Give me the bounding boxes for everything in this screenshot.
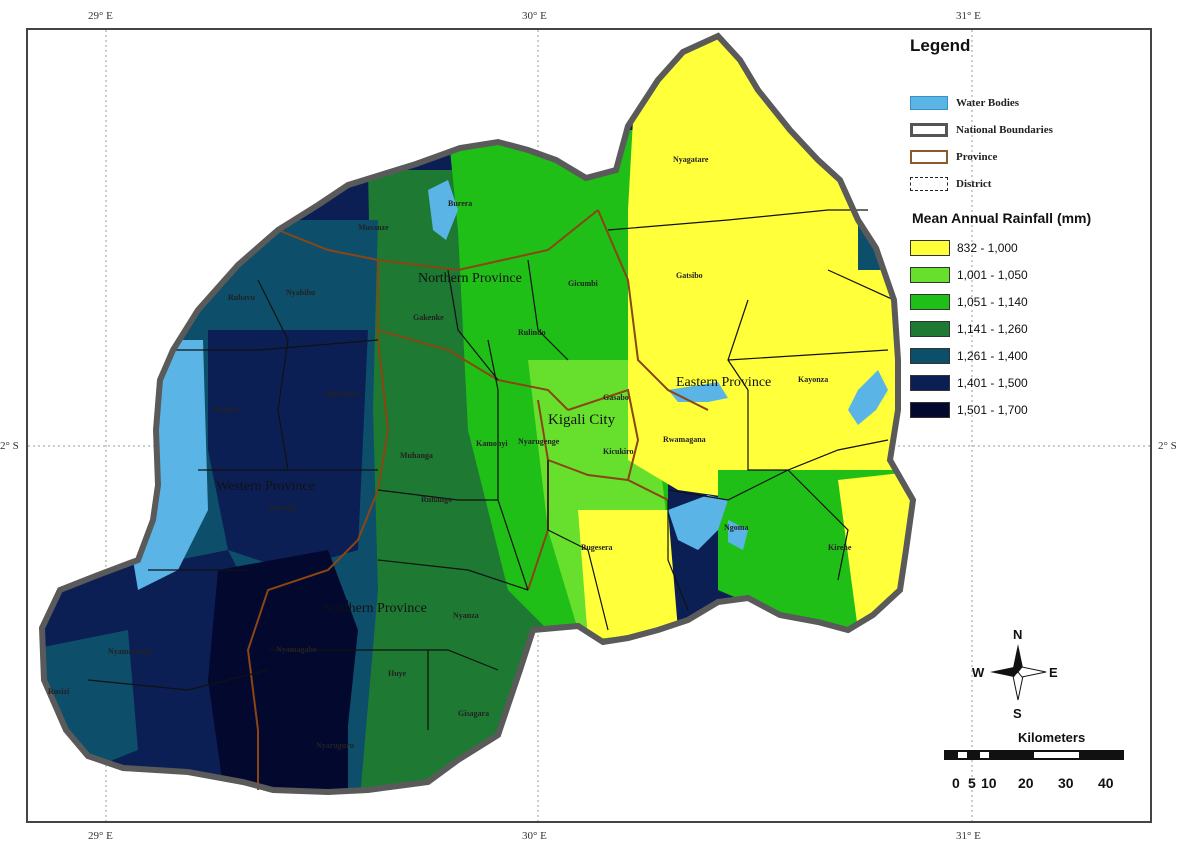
scale-tick-5: 5 bbox=[968, 775, 976, 791]
map-frame: Northern Province Eastern Province Weste… bbox=[26, 28, 1152, 823]
rainfall-class-0: 832 - 1,000 bbox=[910, 238, 1018, 258]
rainfall-class-6: 1,501 - 1,700 bbox=[910, 400, 1028, 420]
coord-right-2s: 2° S bbox=[1158, 440, 1177, 452]
water-bodies bbox=[428, 180, 888, 550]
label-nyarugenge: Nyarugenge bbox=[518, 437, 560, 446]
label-bugesera: Bugesera bbox=[581, 543, 613, 552]
label-rubavu: Rubavu bbox=[228, 293, 256, 302]
rainfall-class-4: 1,261 - 1,400 bbox=[910, 346, 1028, 366]
compass-rose: N S E W bbox=[972, 627, 1058, 721]
rainfall-class-2: 1,051 - 1,140 bbox=[910, 292, 1028, 312]
scale-bar: Kilometers 0 5 10 20 30 40 bbox=[944, 730, 1124, 791]
legend-province-label: Province bbox=[956, 151, 998, 163]
label-karongi: Karongi bbox=[268, 503, 297, 512]
label-rulindo: Rulindo bbox=[518, 328, 546, 337]
rainfall-swatch-5 bbox=[910, 375, 950, 391]
label-nyamasheke: Nyamasheke bbox=[108, 647, 152, 656]
legend-title: Legend bbox=[910, 36, 971, 55]
legend-district-swatch bbox=[910, 177, 948, 191]
label-kamonyi: Kamonyi bbox=[476, 439, 508, 448]
label-ruhango: Ruhango bbox=[421, 495, 452, 504]
label-musanze: Musanze bbox=[358, 223, 389, 232]
rainfall-swatch-1 bbox=[910, 267, 950, 283]
legend-national-swatch bbox=[910, 123, 948, 137]
scale-tick-40: 40 bbox=[1098, 775, 1114, 791]
rainfall-swatch-2 bbox=[910, 294, 950, 310]
label-rutsiro: Rutsiro bbox=[213, 405, 239, 414]
rainfall-map: Northern Province Eastern Province Weste… bbox=[28, 30, 1150, 821]
scale-tick-10: 10 bbox=[981, 775, 997, 791]
province-label-group: Northern Province Eastern Province Weste… bbox=[216, 271, 771, 616]
coord-top-29e: 29° E bbox=[88, 10, 113, 22]
legend-water-swatch bbox=[910, 96, 948, 110]
legend-province: Province bbox=[910, 148, 997, 166]
label-kayonza: Kayonza bbox=[798, 375, 828, 384]
rainfall-class-1: 1,001 - 1,050 bbox=[910, 265, 1028, 285]
label-nyaruguru: Nyaruguru bbox=[316, 741, 355, 750]
label-western-province: Western Province bbox=[216, 479, 315, 494]
label-muhanga: Muhanga bbox=[400, 451, 433, 460]
rainfall-label-5: 1,401 - 1,500 bbox=[957, 376, 1028, 390]
rainfall-swatch-6 bbox=[910, 402, 950, 418]
label-rusizi: Rusizi bbox=[48, 687, 70, 696]
compass-s: S bbox=[1013, 706, 1022, 721]
label-kicukiro: Kicukiro bbox=[603, 447, 634, 456]
label-gatsibo: Gatsibo bbox=[676, 271, 703, 280]
label-nyamagabe: Nyamagabe bbox=[276, 645, 317, 654]
rainfall-legend-title: Mean Annual Rainfall (mm) bbox=[912, 210, 1092, 226]
coord-top-31e: 31° E bbox=[956, 10, 981, 22]
label-nyagatare: Nyagatare bbox=[673, 155, 709, 164]
legend-national-label: National Boundaries bbox=[956, 124, 1053, 136]
rainfall-label-0: 832 - 1,000 bbox=[957, 241, 1018, 255]
rainfall-label-2: 1,051 - 1,140 bbox=[957, 295, 1028, 309]
rainfall-label-1: 1,001 - 1,050 bbox=[957, 268, 1028, 282]
label-kigali-city: Kigali City bbox=[548, 412, 616, 428]
label-gakenke: Gakenke bbox=[413, 313, 444, 322]
province-boundaries bbox=[246, 209, 709, 790]
legend-water-label: Water Bodies bbox=[956, 97, 1020, 109]
coord-bottom-31e: 31° E bbox=[956, 830, 981, 842]
legend-national-boundaries: National Boundaries bbox=[910, 121, 1053, 139]
label-nyanza: Nyanza bbox=[453, 611, 479, 620]
compass-n: N bbox=[1013, 627, 1022, 642]
rainfall-class-5: 1,401 - 1,500 bbox=[910, 373, 1028, 393]
legend-province-swatch bbox=[910, 150, 948, 164]
coord-left-2s: 2° S bbox=[0, 440, 19, 452]
compass-w: W bbox=[972, 665, 985, 680]
rainfall-label-3: 1,141 - 1,260 bbox=[957, 322, 1028, 336]
label-ngoma: Ngoma bbox=[724, 523, 748, 532]
district-boundaries bbox=[87, 209, 895, 730]
coord-bottom-30e: 30° E bbox=[522, 830, 547, 842]
label-eastern-province: Eastern Province bbox=[676, 375, 771, 390]
scale-tick-20: 20 bbox=[1018, 775, 1034, 791]
label-burera: Burera bbox=[448, 199, 472, 208]
rainfall-label-6: 1,501 - 1,700 bbox=[957, 403, 1028, 417]
label-gisagara: Gisagara bbox=[458, 709, 489, 718]
label-nyabihu: Nyabihu bbox=[286, 288, 316, 297]
label-northern-province: Northern Province bbox=[418, 271, 522, 286]
label-rwamagana: Rwamagana bbox=[663, 435, 706, 444]
label-ngororero: Ngororero bbox=[324, 389, 360, 398]
rainfall-swatch-4 bbox=[910, 348, 950, 364]
label-gicumbi: Gicumbi bbox=[568, 279, 599, 288]
label-southern-province: Southern Province bbox=[323, 601, 427, 616]
compass-e: E bbox=[1049, 665, 1058, 680]
scale-tick-30: 30 bbox=[1058, 775, 1074, 791]
legend-district: District bbox=[910, 175, 991, 193]
label-kirehe: Kirehe bbox=[828, 543, 852, 552]
district-label-group: Nyagatare Gatsibo Kayonza Gicumbi Gakenk… bbox=[48, 155, 852, 750]
rainfall-label-4: 1,261 - 1,400 bbox=[957, 349, 1028, 363]
coord-bottom-29e: 29° E bbox=[88, 830, 113, 842]
rainfall-swatch-0 bbox=[910, 240, 950, 256]
rainfall-class-3: 1,141 - 1,260 bbox=[910, 319, 1028, 339]
legend-panel: Legend Water Bodies National Boundaries … bbox=[908, 36, 1148, 418]
coord-top-30e: 30° E bbox=[522, 10, 547, 22]
scale-tick-0: 0 bbox=[952, 775, 960, 791]
label-gasabo: Gasabo bbox=[603, 393, 629, 402]
rainfall-swatch-3 bbox=[910, 321, 950, 337]
label-huye: Huye bbox=[388, 669, 407, 678]
legend-water-bodies: Water Bodies bbox=[910, 94, 1019, 112]
scale-bar-title: Kilometers bbox=[1018, 730, 1085, 745]
legend-district-label: District bbox=[956, 178, 992, 190]
